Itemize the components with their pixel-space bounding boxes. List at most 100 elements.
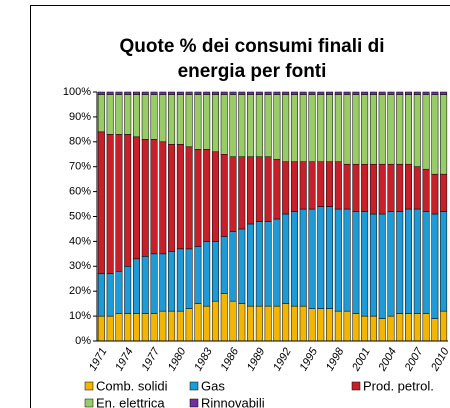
bar-segment xyxy=(238,94,246,157)
bar-segment xyxy=(97,94,105,133)
y-tick-label: 100% xyxy=(63,86,91,98)
bar-segment xyxy=(361,91,369,95)
bar-segment xyxy=(255,91,263,95)
bar-segment xyxy=(378,318,386,342)
bar-segment xyxy=(282,161,290,215)
x-tick-label: 1986 xyxy=(218,345,241,373)
y-tick-label: 50% xyxy=(69,210,91,222)
bar-segment xyxy=(220,154,228,237)
bar-segment xyxy=(308,308,316,342)
bar-segment xyxy=(194,246,202,304)
bar-segment xyxy=(396,91,404,95)
bar-segment xyxy=(308,94,316,162)
y-tick-label: 70% xyxy=(69,161,91,173)
bar-segment xyxy=(317,161,325,207)
bar-segment xyxy=(176,248,184,312)
bar-segment xyxy=(124,91,132,95)
y-tick-label: 80% xyxy=(69,136,91,148)
bar-segment xyxy=(124,94,132,135)
bar-segment xyxy=(308,161,316,210)
bar-segment xyxy=(352,163,360,212)
bar-segment xyxy=(247,91,255,95)
bar-segment xyxy=(115,94,123,135)
bar-segment xyxy=(255,94,263,157)
bar-segment xyxy=(168,251,176,312)
bar-segment xyxy=(273,94,281,160)
x-tick-label: 2001 xyxy=(350,346,373,374)
x-tick-label: 1983 xyxy=(192,345,215,373)
bar-segment xyxy=(229,91,237,95)
y-tick-label: 10% xyxy=(69,310,91,322)
bar-segment xyxy=(422,94,430,170)
bar-segment xyxy=(273,91,281,95)
bar-segment xyxy=(273,305,281,342)
bar-segment xyxy=(282,94,290,162)
chart-border xyxy=(30,5,450,408)
bar-segment xyxy=(264,305,272,342)
legend-swatch xyxy=(84,381,94,391)
bar-segment xyxy=(211,94,219,153)
bar-segment xyxy=(308,91,316,95)
legend-swatch xyxy=(189,381,199,391)
bar-segment xyxy=(124,134,132,267)
bar-segment xyxy=(159,91,167,95)
bar-segment xyxy=(255,221,263,307)
bar-segment xyxy=(343,91,351,95)
bar-segment xyxy=(352,91,360,95)
bar-segment xyxy=(334,208,342,312)
bar-segment xyxy=(387,315,395,342)
bar-segment xyxy=(124,313,132,342)
bar-segment xyxy=(369,163,377,215)
bar-segment xyxy=(97,315,105,342)
bar-segment xyxy=(422,91,430,95)
bar-segment xyxy=(343,163,351,210)
x-tick-label: 1980 xyxy=(166,345,189,373)
bar-segment xyxy=(326,91,334,95)
bar-segment xyxy=(440,94,448,175)
legend-swatch xyxy=(189,398,199,408)
y-tick-label: 40% xyxy=(69,235,91,247)
bar-segment xyxy=(255,305,263,342)
bar-segment xyxy=(334,310,342,342)
bar-segment xyxy=(238,303,246,342)
bar-segment xyxy=(115,91,123,95)
bar-segment xyxy=(343,94,351,165)
bar-segment xyxy=(124,266,132,314)
bar-segment xyxy=(369,213,377,317)
bar-segment xyxy=(396,163,404,212)
x-tick-label: 1992 xyxy=(271,346,294,373)
bar-segment xyxy=(194,94,202,150)
bar-segment xyxy=(264,91,272,95)
bar-segment xyxy=(220,236,228,294)
bar-segment xyxy=(238,91,246,95)
bar-segment xyxy=(413,91,421,95)
bar-segment xyxy=(185,91,193,95)
bar-segment xyxy=(405,94,413,165)
x-tick-label: 1974 xyxy=(113,346,136,373)
bar-segment xyxy=(132,136,140,260)
bar-segment xyxy=(106,134,114,275)
bar-segment xyxy=(159,253,167,312)
bar-segment xyxy=(369,315,377,342)
bar-segment xyxy=(352,313,360,342)
bar-segment xyxy=(352,94,360,165)
x-tick-label: 1977 xyxy=(140,345,163,373)
bar-segment xyxy=(229,94,237,157)
bar-segment xyxy=(273,158,281,220)
bar-segment xyxy=(185,146,193,250)
bar-segment xyxy=(273,218,281,307)
bar-segment xyxy=(387,163,395,212)
bar-segment xyxy=(334,91,342,95)
bar-segment xyxy=(431,318,439,342)
bar-segment xyxy=(308,208,316,309)
bar-segment xyxy=(203,94,211,150)
bar-segment xyxy=(405,91,413,95)
bar-segment xyxy=(378,94,386,165)
bar-segment xyxy=(141,94,149,140)
bar-segment xyxy=(290,305,298,342)
bar-segment xyxy=(150,139,158,255)
bar-segment xyxy=(440,310,448,342)
bar-segment xyxy=(290,161,298,212)
